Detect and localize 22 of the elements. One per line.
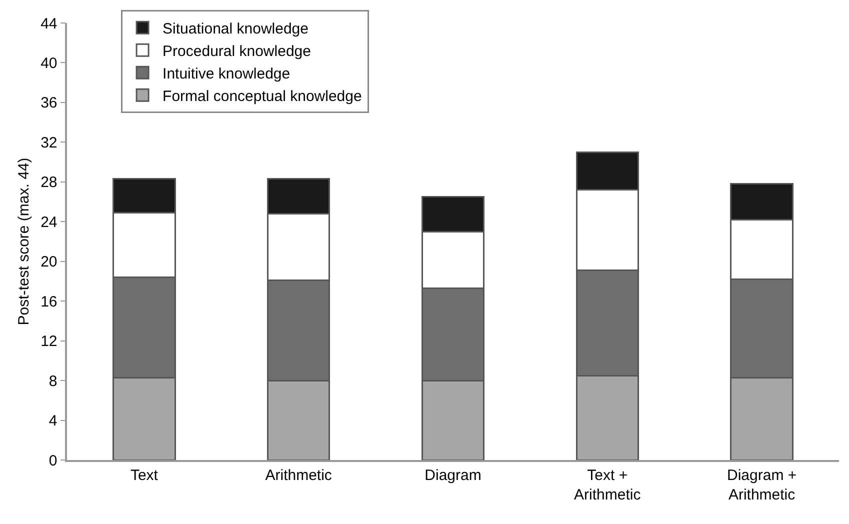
y-tick-label: 4	[48, 412, 58, 430]
x-tick-label: Diagram	[424, 466, 482, 484]
y-axis-title: Post-test score (max. 44)	[15, 158, 32, 326]
legend-label: Procedural knowledge	[162, 42, 311, 60]
y-tick-label: 24	[40, 214, 58, 231]
y-tick-label: 12	[40, 333, 58, 350]
x-tick-label: Diagram + Arithmetic	[726, 466, 797, 504]
legend-label: Situational knowledge	[162, 20, 308, 38]
legend-label: Intuitive knowledge	[162, 65, 290, 82]
y-tick-label: 0	[48, 452, 58, 470]
legend-label: Formal conceptual knowledge	[162, 88, 362, 105]
x-tick-label: Text + Arithmetic	[574, 466, 642, 504]
y-tick-label: 40	[40, 54, 58, 72]
y-tick-label: 20	[40, 254, 58, 271]
y-tick-label: 36	[40, 94, 58, 112]
x-tick-label: Text	[130, 466, 159, 484]
y-tick-label: 16	[40, 293, 58, 310]
x-tick-label: Arithmetic	[265, 466, 332, 484]
y-tick-label: 32	[40, 134, 58, 152]
y-tick-label: 44	[40, 15, 58, 32]
y-tick-label: 28	[40, 174, 58, 192]
y-tick-label: 8	[48, 372, 58, 390]
